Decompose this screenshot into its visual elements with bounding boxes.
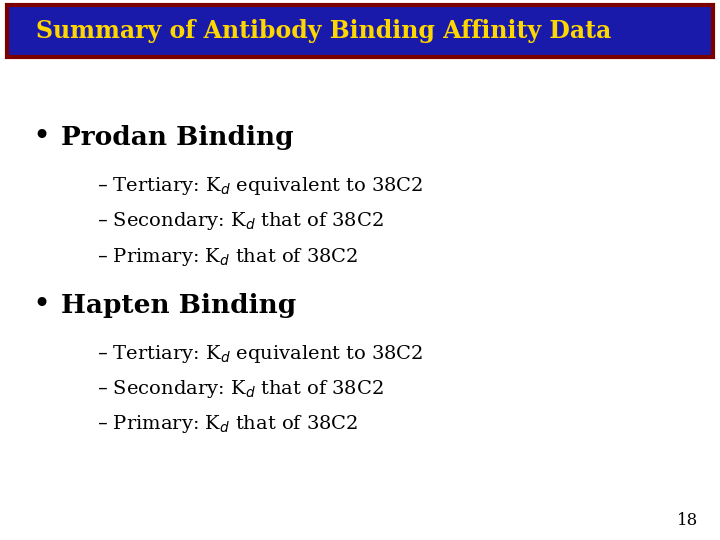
Text: Hapten Binding: Hapten Binding (61, 293, 297, 318)
Text: •: • (32, 122, 50, 153)
Text: – Secondary: K$_{d}$ that of 38C2: – Secondary: K$_{d}$ that of 38C2 (97, 211, 384, 232)
Text: Prodan Binding: Prodan Binding (61, 125, 294, 150)
Text: Summary of Antibody Binding Affinity Data: Summary of Antibody Binding Affinity Dat… (36, 19, 611, 43)
Text: – Primary: K$_{d}$ that of 38C2: – Primary: K$_{d}$ that of 38C2 (97, 413, 359, 435)
Text: – Secondary: K$_{d}$ that of 38C2: – Secondary: K$_{d}$ that of 38C2 (97, 378, 384, 400)
FancyBboxPatch shape (7, 5, 713, 57)
Text: – Tertiary: K$_{d}$ equivalent to 38C2: – Tertiary: K$_{d}$ equivalent to 38C2 (97, 343, 423, 364)
Text: •: • (32, 289, 50, 321)
Text: – Tertiary: K$_{d}$ equivalent to 38C2: – Tertiary: K$_{d}$ equivalent to 38C2 (97, 176, 423, 197)
Text: – Primary: K$_{d}$ that of 38C2: – Primary: K$_{d}$ that of 38C2 (97, 246, 359, 267)
Text: 18: 18 (677, 512, 698, 529)
